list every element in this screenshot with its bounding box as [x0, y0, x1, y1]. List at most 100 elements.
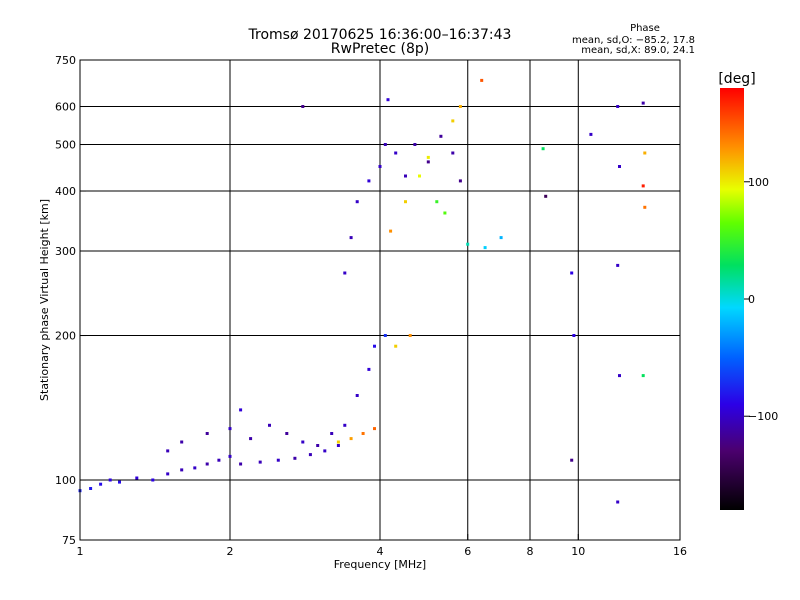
stats-x-mode: mean, sd,X: 89.0, 24.1	[581, 45, 695, 56]
data-point	[408, 334, 412, 337]
data-point	[89, 487, 93, 490]
x-tick-label: 1	[77, 545, 84, 558]
colorbar-tick-label: 100	[748, 176, 769, 189]
y-axis-label: Stationary phase Virtual Height [km]	[38, 199, 51, 401]
series-f1-trace	[336, 334, 412, 444]
y-tick-label: 400	[55, 185, 76, 198]
data-point	[239, 462, 243, 466]
y-tick-label: 200	[55, 330, 76, 343]
data-point	[285, 432, 289, 435]
data-point	[217, 458, 221, 462]
data-point	[404, 174, 407, 178]
data-point	[316, 444, 320, 447]
data-point	[367, 367, 371, 371]
data-point	[355, 394, 359, 397]
data-point	[616, 105, 620, 108]
y-tick-label: 75	[62, 534, 76, 547]
data-point	[643, 205, 647, 209]
data-point	[166, 472, 170, 476]
data-point	[180, 440, 184, 444]
data-point	[426, 155, 430, 159]
colorbar	[720, 88, 744, 510]
data-point	[323, 449, 327, 453]
data-point	[336, 440, 340, 444]
stats-o-mode: mean, sd,O: −85.2, 17.8	[572, 35, 695, 46]
data-point	[418, 174, 421, 178]
data-point	[193, 466, 197, 470]
data-point	[276, 458, 280, 462]
data-point	[458, 179, 462, 183]
data-point	[426, 160, 430, 164]
data-point	[301, 440, 305, 444]
data-point	[135, 476, 139, 480]
data-point	[151, 478, 155, 482]
data-point	[383, 334, 387, 337]
x-axis-label: Frequency [MHz]	[334, 558, 426, 571]
y-tick-label: 600	[55, 101, 76, 114]
data-point	[641, 374, 645, 378]
data-points	[78, 78, 647, 504]
data-point	[404, 200, 407, 204]
series-high-frequency-noise	[301, 78, 647, 504]
data-point	[205, 462, 209, 466]
data-point	[572, 334, 576, 337]
data-point	[570, 271, 574, 275]
data-point	[451, 119, 455, 123]
data-point	[643, 151, 647, 155]
data-point	[466, 242, 470, 246]
data-point	[589, 132, 593, 136]
data-point	[641, 101, 645, 105]
x-tick-label: 8	[527, 545, 534, 558]
grid-lines	[80, 60, 680, 540]
chart-title: Tromsø 20170625 16:36:00–16:37:43	[248, 27, 512, 43]
data-point	[355, 200, 359, 204]
colorbar-label: [deg]	[718, 71, 755, 87]
colorbar-ticks: 100 0 −100	[744, 176, 778, 423]
data-point	[367, 179, 371, 183]
colorbar-tick-label: −100	[748, 410, 778, 423]
data-point	[118, 480, 121, 484]
series-es-scatter	[166, 408, 347, 453]
chart-subtitle: RwPretec (8p)	[331, 41, 429, 57]
x-tick-label: 16	[673, 545, 687, 558]
data-point	[499, 236, 503, 240]
axis-ticks: 1 2 4 6 8 10 16 75 100 200 300 400 500 600 750	[55, 54, 687, 558]
data-point	[180, 468, 184, 472]
x-tick-label: 2	[227, 545, 234, 558]
data-point	[258, 460, 262, 464]
data-point	[386, 98, 390, 102]
data-point	[618, 374, 621, 378]
data-point	[293, 456, 297, 460]
y-tick-label: 750	[55, 54, 76, 67]
series-f2-x-mode	[389, 105, 503, 250]
data-point	[373, 344, 376, 348]
data-point	[336, 444, 340, 447]
data-point	[301, 105, 305, 108]
data-point	[451, 151, 455, 155]
data-point	[378, 165, 382, 168]
data-point	[343, 423, 347, 427]
data-point	[541, 147, 545, 151]
data-point	[389, 229, 393, 233]
data-point	[483, 246, 487, 250]
data-point	[108, 478, 112, 482]
series-e-region-trace	[78, 444, 340, 493]
data-point	[616, 500, 620, 504]
data-point	[349, 236, 353, 240]
data-point	[413, 143, 417, 146]
data-point	[166, 449, 170, 453]
data-point	[443, 211, 447, 215]
y-tick-label: 100	[55, 474, 76, 487]
data-point	[373, 427, 376, 431]
x-tick-label: 4	[377, 545, 384, 558]
data-point	[458, 105, 462, 108]
data-point	[99, 482, 103, 486]
data-point	[343, 271, 347, 275]
x-tick-label: 10	[571, 545, 585, 558]
y-tick-label: 500	[55, 139, 76, 152]
data-point	[249, 437, 253, 441]
data-point	[641, 184, 645, 188]
series-f2-o-mode	[343, 98, 462, 275]
data-point	[394, 344, 398, 348]
